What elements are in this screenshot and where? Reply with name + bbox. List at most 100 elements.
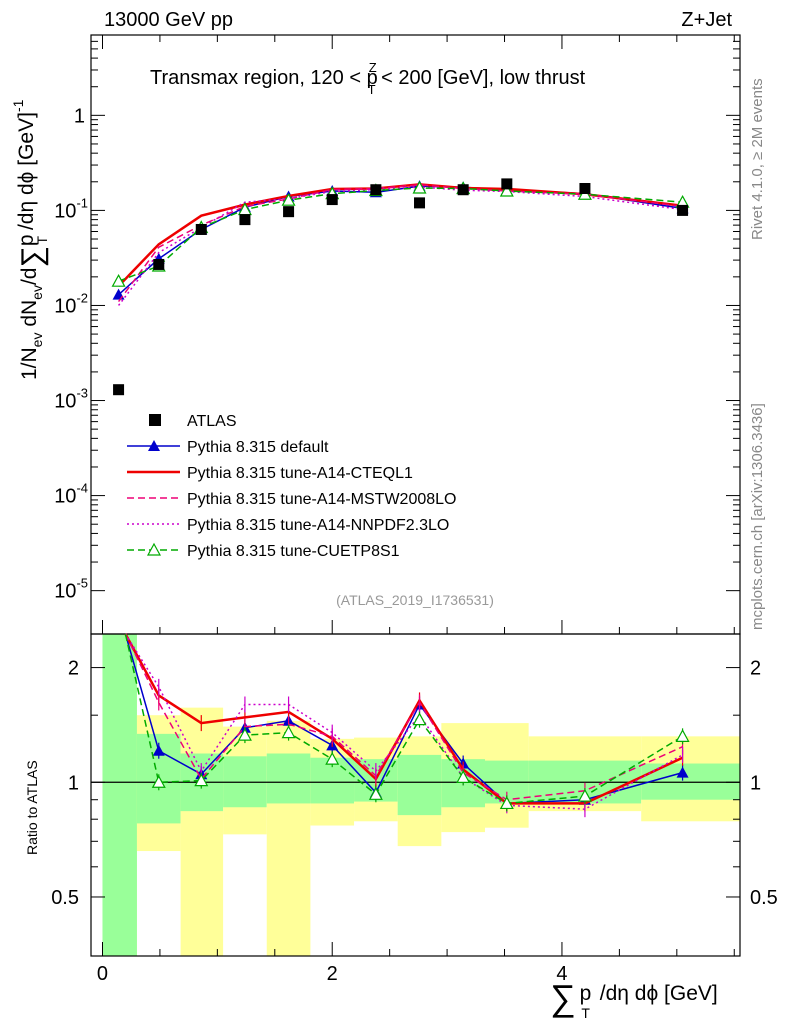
main-tick-base: 10 [54,581,76,603]
ratio-series-marker [325,751,340,765]
x-tick-label: 0 [97,963,108,985]
atlas-data-point [501,178,513,190]
y-label-b: dN [18,300,41,333]
legend: ATLAS Pythia 8.315 default Pythia 8.315 tu… [127,413,456,560]
main-tick-label: 10-2 [54,290,88,317]
x-tick-label: 2 [327,963,338,985]
ratio-series-marker [412,712,427,726]
atlas-data-point [370,184,382,196]
ratio-series-line [124,633,683,801]
y-label-p: p [15,234,38,246]
ratio-tick-label: 2 [68,658,79,680]
legend-swatch-atlas [149,414,161,426]
plot-title-main: Transmax region, 120 < p [150,67,378,89]
rivet-label: Rivet 4.1.0, ≥ 2M events [749,78,766,240]
main-tick-label: 1 [74,105,85,127]
main-tick-exp: -5 [76,576,88,591]
plot-title-sub: T [368,82,376,97]
atlas-data-point [153,258,165,270]
ratio-series-line [124,633,683,810]
y-label-p-sub: T [34,235,50,244]
ratio-tick-label-right: 2 [750,658,761,680]
ratio-tick-label: 0.5 [51,887,79,909]
analysis-id: (ATLAS_2019_I1736531) [336,592,494,608]
main-tick-label: 10-5 [54,576,88,603]
main-tick-label: 10-1 [54,195,88,222]
legend-label: Pythia 8.315 default [187,439,329,456]
main-tick-base: 10 [54,200,76,222]
legend-swatch-marker [148,440,160,451]
ratio-axis-label: Ratio to ATLAS [24,760,40,855]
x-label-p: p [580,982,592,1005]
y-label-a: 1/N [18,347,41,380]
main-tick-exp: -4 [76,481,88,496]
plot-title-tail: < 200 [GeV], low thrust [376,67,586,89]
ratio-bands [91,634,740,956]
x-label-p-sub: T [581,1005,590,1021]
band-inner [102,634,137,956]
ratio-series-marker [194,773,209,787]
main-tick-exp: -3 [76,386,88,401]
atlas-data-point [326,194,338,206]
atlas-data-point [579,182,591,194]
atlas-data-point [414,197,426,209]
legend-label: Pythia 8.315 tune-CUETP8S1 [187,543,400,560]
ratio-series-marker [368,787,383,800]
main-tick-label: 10-3 [54,386,88,413]
main-series-line [117,183,683,287]
ratio-series-layer [124,633,690,818]
ratio-series-marker [676,766,689,778]
y-label-a-sub: ev [29,333,45,348]
y-label-tail: /dη dϕ [GeV] [15,112,38,236]
main-tick-base: 1 [74,105,85,127]
process-label: Z+Jet [681,9,732,31]
ratio-series-marker [456,770,471,783]
svg-text:1/Nev dNev/d∑pT /dη dϕ [GeV]-: 1/Nev dNev/d∑pT /dη dϕ [GeV]-1 [10,99,50,380]
band-outer [180,707,224,956]
ratio-series-line [124,633,684,805]
ratio-tick-label: 1 [68,772,79,794]
main-tick-exp: -2 [76,290,88,305]
atlas-data-point [457,184,469,196]
plot-title-sup: Z [369,60,377,75]
ratio-series-marker [675,729,690,742]
ratio-axis-ticks: 0.5 0.5 1 1 2 2 [51,658,778,909]
x-label-tail: /dη dϕ [GeV] [594,982,718,1005]
atlas-data-point [283,206,295,218]
plot-title: Transmax region, 120 < pZ T < 200 [GeV], … [150,60,586,97]
y-axis-label: 1/Nev dNev/d∑pT /dη dϕ [GeV]-1 [10,99,50,380]
main-tick-base: 10 [54,295,76,317]
legend-swatch-marker [146,542,162,556]
energy-label: 13000 GeV pp [104,9,233,31]
ratio-series-marker [151,775,166,788]
band-inner [266,753,311,804]
legend-label: Pythia 8.315 tune-A14-CTEQL1 [187,465,413,482]
atlas-data-point [677,204,689,216]
ratio-series-line [124,633,683,805]
y-label-b-sub: ev [29,285,45,300]
main-series-marker [111,273,126,287]
y-label-d: /d [18,268,41,286]
ratio-tick-label-right: 0.5 [750,887,778,909]
atlas-data-point [239,214,251,226]
ratio-plot-frame [90,633,741,957]
x-axis-ticks: 0 2 4 [97,35,735,985]
legend-label: ATLAS [187,413,237,430]
main-series-line [117,186,683,306]
main-series-marker [412,180,427,194]
main-series-line [117,184,683,302]
main-series-line [118,185,683,296]
atlas-data-point [195,223,207,235]
ratio-series-marker [281,725,296,739]
main-axis-ticks: 110-110-210-310-410-5 [54,34,740,603]
main-series-marker [499,183,514,197]
ratio-series-marker [237,727,252,741]
x-axis-label: ∑ p T /dη dϕ [GeV] [550,977,718,1021]
main-series-layer [111,178,690,396]
main-series-line [118,187,683,282]
legend-label: Pythia 8.315 tune-A14-NNPDF2.3LO [187,517,449,534]
ratio-series-marker [499,796,514,810]
main-tick-base: 10 [54,486,76,508]
x-label-sum: ∑ [550,977,576,1018]
